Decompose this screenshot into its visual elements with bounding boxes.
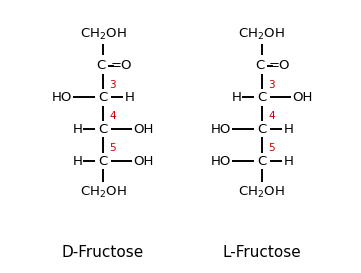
- Text: =O: =O: [110, 59, 132, 72]
- Text: CH$_2$OH: CH$_2$OH: [238, 26, 285, 42]
- Text: 4: 4: [109, 111, 116, 121]
- Text: CH$_2$OH: CH$_2$OH: [79, 26, 126, 42]
- Text: C: C: [257, 91, 266, 104]
- Text: C: C: [257, 123, 266, 136]
- Text: H: H: [231, 91, 241, 104]
- Text: D-Fructose: D-Fructose: [62, 245, 144, 260]
- Text: H: H: [125, 91, 134, 104]
- Text: C: C: [98, 91, 108, 104]
- Text: 5: 5: [268, 143, 275, 153]
- Text: OH: OH: [292, 91, 313, 104]
- Text: H: H: [73, 155, 82, 168]
- Text: HO: HO: [211, 155, 231, 168]
- Text: H: H: [283, 155, 293, 168]
- Text: C: C: [98, 155, 108, 168]
- Text: OH: OH: [134, 123, 154, 136]
- Text: 3: 3: [268, 80, 275, 90]
- Text: CH$_2$OH: CH$_2$OH: [238, 185, 285, 200]
- Text: 4: 4: [268, 111, 275, 121]
- Text: HO: HO: [211, 123, 231, 136]
- Text: OH: OH: [134, 155, 154, 168]
- Text: HO: HO: [52, 91, 72, 104]
- Text: =O: =O: [269, 59, 291, 72]
- Text: C: C: [255, 59, 265, 72]
- Text: C: C: [96, 59, 106, 72]
- Text: 3: 3: [109, 80, 116, 90]
- Text: L-Fructose: L-Fructose: [222, 245, 301, 260]
- Text: C: C: [257, 155, 266, 168]
- Text: 5: 5: [109, 143, 116, 153]
- Text: H: H: [73, 123, 82, 136]
- Text: C: C: [98, 123, 108, 136]
- Text: H: H: [283, 123, 293, 136]
- Text: CH$_2$OH: CH$_2$OH: [79, 185, 126, 200]
